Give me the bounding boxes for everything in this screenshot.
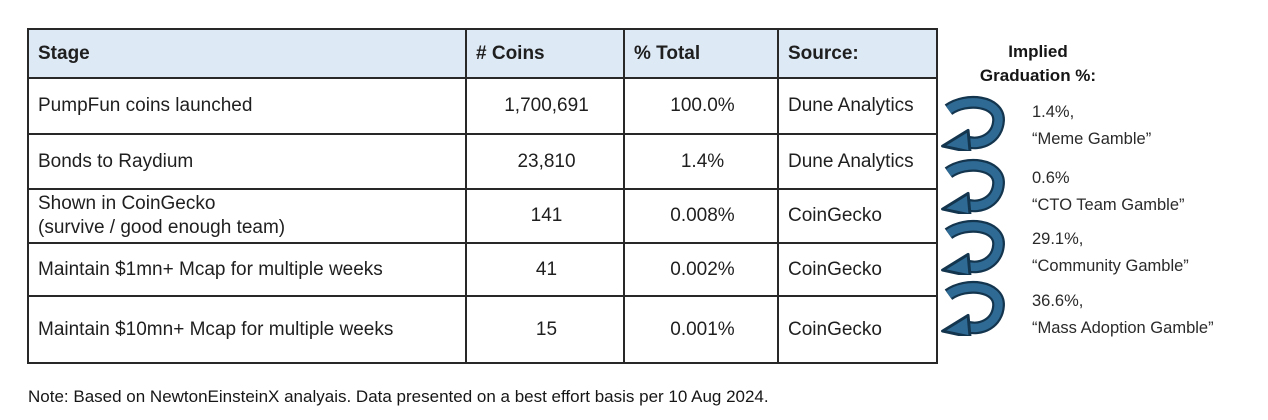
pct-cell: 1.4% xyxy=(623,133,779,190)
pct-cell: 0.001% xyxy=(623,295,779,364)
curved-arrow-icon xyxy=(941,220,1005,275)
coins-cell: 41 xyxy=(465,242,625,297)
table-row: PumpFun coins launched 1,700,691 100.0% … xyxy=(27,77,938,135)
source-cell: Dune Analytics xyxy=(777,77,938,135)
pct-cell: 0.002% xyxy=(623,242,779,297)
coins-cell: 141 xyxy=(465,188,625,244)
column-header-stage: Stage xyxy=(27,28,467,79)
stage-cell: Maintain $1mn+ Mcap for multiple weeks xyxy=(27,242,467,297)
stage-cell: PumpFun coins launched xyxy=(27,77,467,135)
column-header-coins: # Coins xyxy=(465,28,625,79)
graduation-annotation: 29.1%, “Community Gamble” xyxy=(1032,230,1189,275)
source-cell: CoinGecko xyxy=(777,188,938,244)
graduation-annotation: 36.6%, “Mass Adoption Gamble” xyxy=(1032,292,1214,337)
curved-arrow-icon xyxy=(941,281,1005,336)
stage-cell: Maintain $10mn+ Mcap for multiple weeks xyxy=(27,295,467,364)
pct-cell: 100.0% xyxy=(623,77,779,135)
source-cell: CoinGecko xyxy=(777,242,938,297)
coins-cell: 15 xyxy=(465,295,625,364)
implied-graduation-title: Implied Graduation %: xyxy=(979,42,1097,85)
coins-cell: 23,810 xyxy=(465,133,625,190)
column-header-pct: % Total xyxy=(623,28,779,79)
pct-cell: 0.008% xyxy=(623,188,779,244)
source-cell: CoinGecko xyxy=(777,295,938,364)
column-header-source: Source: xyxy=(777,28,938,79)
coins-cell: 1,700,691 xyxy=(465,77,625,135)
stage-cell: Shown in CoinGecko (survive / good enoug… xyxy=(27,188,467,244)
table-row: Maintain $10mn+ Mcap for multiple weeks … xyxy=(27,295,938,364)
stage-cell: Bonds to Raydium xyxy=(27,133,467,190)
footnote: Note: Based on NewtonEinsteinX analyais.… xyxy=(28,387,769,406)
curved-arrow-icon xyxy=(941,159,1005,214)
graduation-annotation: 1.4%, “Meme Gamble” xyxy=(1032,103,1152,148)
table-row: Maintain $1mn+ Mcap for multiple weeks 4… xyxy=(27,242,938,297)
source-cell: Dune Analytics xyxy=(777,133,938,190)
table-row: Shown in CoinGecko (survive / good enoug… xyxy=(27,188,938,244)
table-row: Bonds to Raydium 23,810 1.4% Dune Analyt… xyxy=(27,133,938,190)
table-header-row: Stage # Coins % Total Source: xyxy=(27,28,938,79)
graduation-funnel-table: Stage # Coins % Total Source: PumpFun co… xyxy=(27,28,938,364)
graduation-annotation: 0.6% “CTO Team Gamble” xyxy=(1032,169,1185,214)
curved-arrow-icon xyxy=(941,96,1005,151)
